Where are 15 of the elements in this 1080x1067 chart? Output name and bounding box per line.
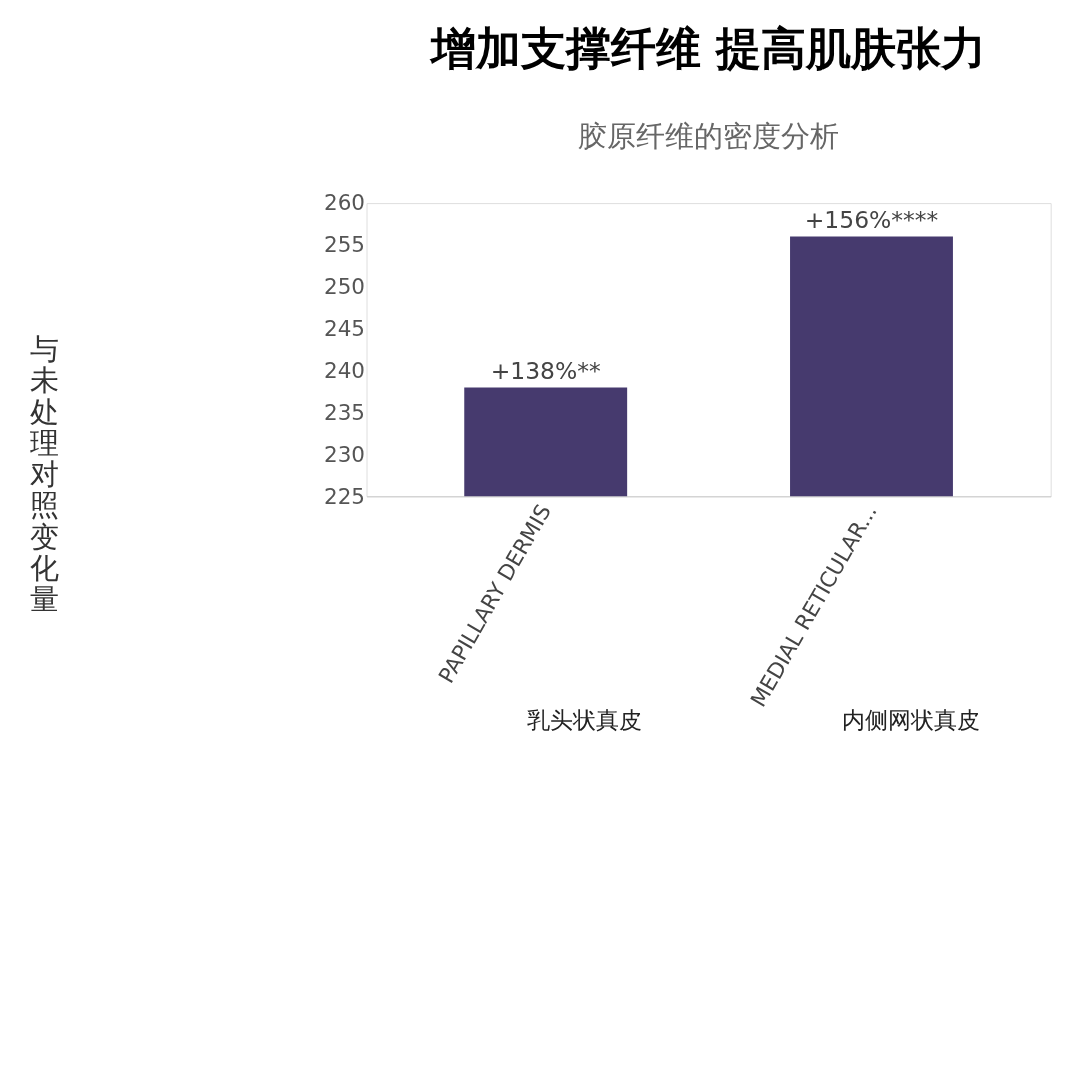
annotation: +156%**** (804, 205, 939, 234)
annotation: +138%** (490, 356, 602, 385)
text: 乳头状真皮 (527, 705, 643, 734)
y-tick-label: 235 (324, 399, 366, 425)
y-tick-label: 260 (324, 190, 366, 216)
text: 内侧网状真皮 (841, 705, 980, 734)
y-tick-label: 250 (324, 274, 366, 300)
y-tick-label: 255 (324, 232, 366, 258)
chart-title: 增加支撑纤维 提高肌肤张力 (428, 22, 987, 76)
y-tick-label: 230 (324, 441, 366, 467)
text: 与未处理对照变化量 (29, 332, 59, 617)
y-tick-label: 240 (324, 357, 366, 383)
chart-subtitle: 胶原纤维的密度分析 (578, 119, 840, 154)
y-tick-label: 225 (324, 483, 366, 509)
y-tick-label: 245 (324, 316, 366, 342)
